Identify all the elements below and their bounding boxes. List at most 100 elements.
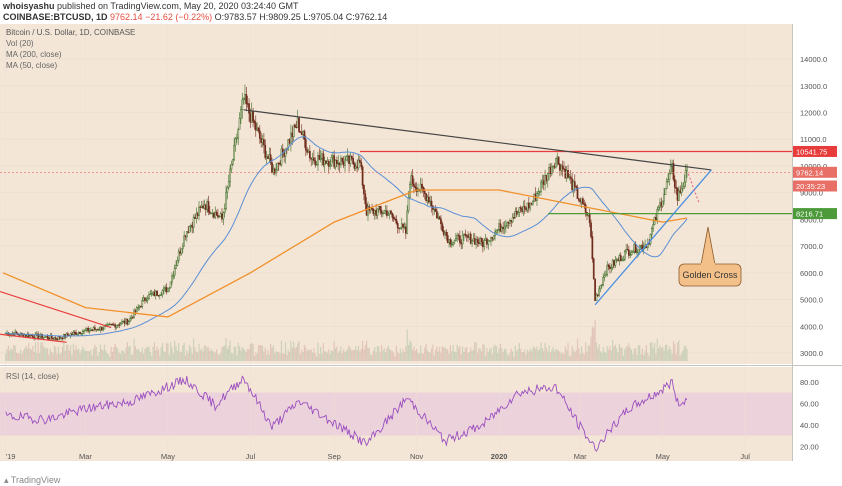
candle-body	[629, 254, 632, 256]
volume-bar	[265, 355, 268, 361]
volume-bar	[499, 343, 502, 361]
candle-body	[628, 249, 630, 256]
candle-body	[660, 202, 663, 207]
volume-bar	[566, 349, 568, 361]
volume-bar	[298, 341, 300, 361]
candle-body	[283, 152, 286, 157]
volume-bar	[459, 346, 461, 361]
volume-bar	[545, 347, 548, 361]
volume-bar	[647, 352, 649, 361]
volume-bar	[226, 348, 228, 361]
volume-bar	[526, 349, 529, 361]
candle-body	[234, 138, 237, 146]
volume-bar	[575, 350, 577, 361]
candle-body	[410, 175, 413, 185]
candle-body	[302, 131, 304, 136]
volume-bar	[679, 355, 681, 361]
candle-body	[488, 240, 491, 242]
volume-bar	[283, 353, 285, 361]
volume-bar	[557, 350, 560, 361]
price-tick-label: 5000.0	[800, 296, 823, 305]
candle-body	[168, 287, 171, 290]
candle-body	[518, 207, 521, 213]
volume-bar	[30, 349, 32, 361]
candle-body	[180, 248, 183, 254]
candle-body	[137, 307, 140, 309]
volume-bar	[653, 343, 656, 361]
volume-bar	[55, 347, 57, 361]
price-chart[interactable]: 3000.0 4000.0 5000.0 6000.0 7000.0 8000.0 9000…	[0, 24, 842, 461]
volume-bar	[645, 344, 648, 361]
volume-bar	[91, 355, 93, 361]
volume-bar	[345, 350, 347, 361]
candle-body	[325, 160, 327, 164]
price-tick-label: 12000.0	[800, 109, 827, 118]
volume-bar	[570, 355, 572, 361]
volume-bar	[425, 343, 427, 361]
price-tick-label: 9000.0	[800, 189, 823, 198]
volume-bar	[370, 354, 372, 361]
candle-body	[118, 324, 121, 326]
candle-body	[523, 206, 526, 209]
volume-bar	[10, 347, 12, 361]
volume-bar	[497, 353, 499, 361]
volume-bar	[452, 344, 454, 361]
volume-bar	[118, 352, 120, 361]
candle-body	[175, 265, 177, 269]
volume-bar	[629, 347, 631, 361]
volume-bar	[463, 351, 465, 361]
volume-bar	[513, 356, 515, 361]
candle-body	[452, 241, 454, 245]
tradingview-logo[interactable]: ▴ TradingView	[4, 475, 61, 485]
volume-bar	[655, 353, 657, 361]
volume-bar	[340, 346, 342, 361]
candle-body	[299, 131, 302, 133]
volume-bar	[509, 352, 511, 361]
volume-bar	[552, 346, 554, 361]
candle-body	[149, 293, 152, 296]
candle-body	[169, 281, 172, 289]
volume-bar	[601, 352, 603, 361]
volume-bar	[536, 346, 538, 361]
volume-bar	[109, 356, 111, 361]
candle-body	[625, 249, 628, 252]
candle-body	[87, 327, 90, 332]
candle-body	[476, 239, 479, 243]
volume-bar	[514, 345, 516, 361]
candle-body	[88, 330, 91, 332]
x-tick-label: May	[161, 452, 175, 461]
candle-body	[555, 158, 557, 168]
x-tick-label: Mar	[79, 452, 92, 461]
volume-bar	[349, 347, 352, 361]
candle-body	[94, 327, 96, 330]
candle-body	[292, 124, 295, 138]
candle-body	[376, 208, 379, 216]
volume-bar	[337, 352, 339, 361]
volume-bar	[97, 355, 99, 361]
candle-body	[41, 334, 44, 339]
volume-bar	[7, 345, 10, 361]
volume-bar	[326, 352, 329, 361]
volume-bar	[374, 347, 376, 361]
volume-bar	[79, 352, 81, 361]
volume-bar	[474, 342, 476, 361]
candle-body	[246, 103, 249, 105]
volume-bar	[658, 348, 660, 361]
volume-bar	[172, 353, 174, 361]
candle-body	[179, 251, 181, 254]
candle-body	[95, 329, 98, 331]
volume-bar	[159, 355, 161, 361]
author-name[interactable]: whoisyashu	[3, 1, 55, 11]
volume-bar	[405, 346, 407, 361]
volume-bar	[215, 349, 218, 361]
volume-bar	[390, 350, 392, 361]
volume-bar	[71, 354, 73, 361]
volume-bar	[659, 345, 661, 361]
volume-bar	[36, 353, 38, 361]
candle-body	[229, 168, 231, 183]
volume-bar	[449, 345, 452, 361]
volume-bar	[574, 352, 576, 361]
candle-body	[163, 287, 165, 291]
candle-body	[656, 209, 659, 221]
candle-body	[679, 190, 682, 193]
